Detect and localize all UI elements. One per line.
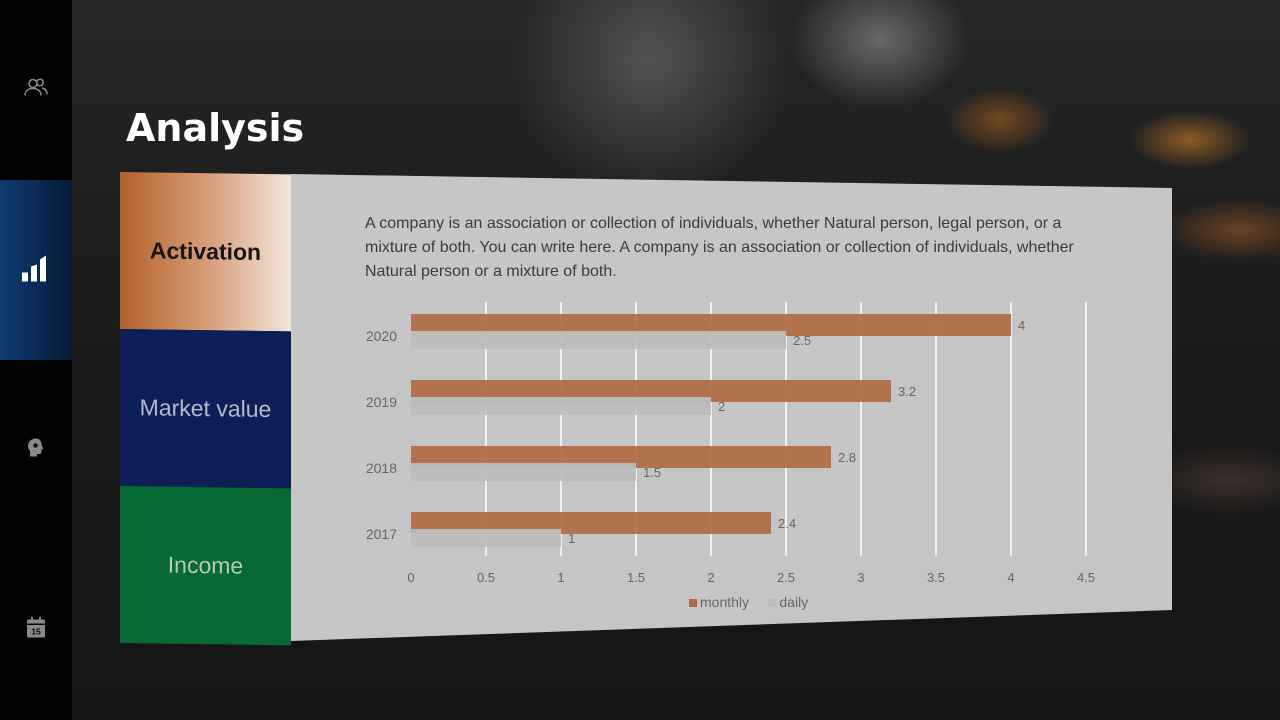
tab-activation[interactable]: Activation — [120, 172, 291, 332]
x-tick-label: 0.5 — [477, 570, 495, 585]
x-tick-label: 3 — [857, 570, 864, 585]
calendar-date: 15 — [31, 627, 41, 637]
y-category-label: 2017 — [366, 526, 397, 542]
page-title: Analysis — [126, 106, 305, 150]
bar-daily — [411, 529, 561, 547]
bar-monthly — [411, 446, 831, 468]
y-category-label: 2018 — [366, 460, 397, 476]
data-label: 2.5 — [793, 333, 811, 348]
data-label: 1 — [568, 531, 575, 546]
sidebar-item-insight[interactable] — [0, 360, 72, 540]
data-label: 4 — [1018, 318, 1025, 333]
legend-label: daily — [779, 594, 808, 610]
x-tick-label: 2.5 — [777, 570, 795, 585]
head-idea-icon — [25, 437, 47, 464]
x-tick-label: 1 — [557, 570, 564, 585]
data-label: 2.8 — [838, 450, 856, 465]
data-label: 2 — [718, 399, 725, 414]
description-text: A company is an association or collectio… — [365, 215, 1074, 280]
sidebar: 15 — [0, 0, 72, 720]
tab-market-value[interactable]: Market value — [120, 329, 291, 489]
x-tick-label: 3.5 — [927, 570, 945, 585]
calendar-icon: 15 — [26, 617, 46, 644]
sidebar-item-users[interactable] — [0, 0, 72, 180]
bar-daily — [411, 331, 786, 349]
bar-daily — [411, 397, 711, 415]
legend-swatch — [689, 599, 697, 607]
x-tick-label: 4 — [1007, 570, 1014, 585]
users-icon — [24, 78, 48, 103]
bar-monthly — [411, 380, 891, 402]
bar-monthly — [411, 512, 771, 534]
bar-monthly — [411, 314, 1011, 336]
content-panel: A company is an association or collectio… — [291, 174, 1172, 641]
legend-label: monthly — [700, 594, 749, 610]
data-label: 1.5 — [643, 465, 661, 480]
x-tick-label: 2 — [707, 570, 714, 585]
x-tick-label: 4.5 — [1077, 570, 1095, 585]
bar-chart-icon — [20, 253, 52, 288]
sidebar-item-calendar[interactable]: 15 — [0, 540, 72, 720]
x-tick-label: 0 — [407, 570, 414, 585]
y-category-label: 2020 — [366, 328, 397, 344]
sidebar-item-analysis[interactable] — [0, 180, 72, 360]
category-tabs: Activation Market value Income — [120, 172, 291, 646]
bar-daily — [411, 463, 636, 481]
x-tick-label: 1.5 — [627, 570, 645, 585]
y-category-label: 2019 — [366, 394, 397, 410]
tab-income[interactable]: Income — [120, 486, 291, 646]
data-label: 3.2 — [898, 384, 916, 399]
bar-chart: 0 0.5 1 1.5 2 2.5 3 3.5 4 4.5 2020 4 2.5 2019 3.2 2 2018… — [366, 302, 1095, 610]
legend-swatch — [768, 599, 777, 607]
data-label: 2.4 — [778, 516, 796, 531]
